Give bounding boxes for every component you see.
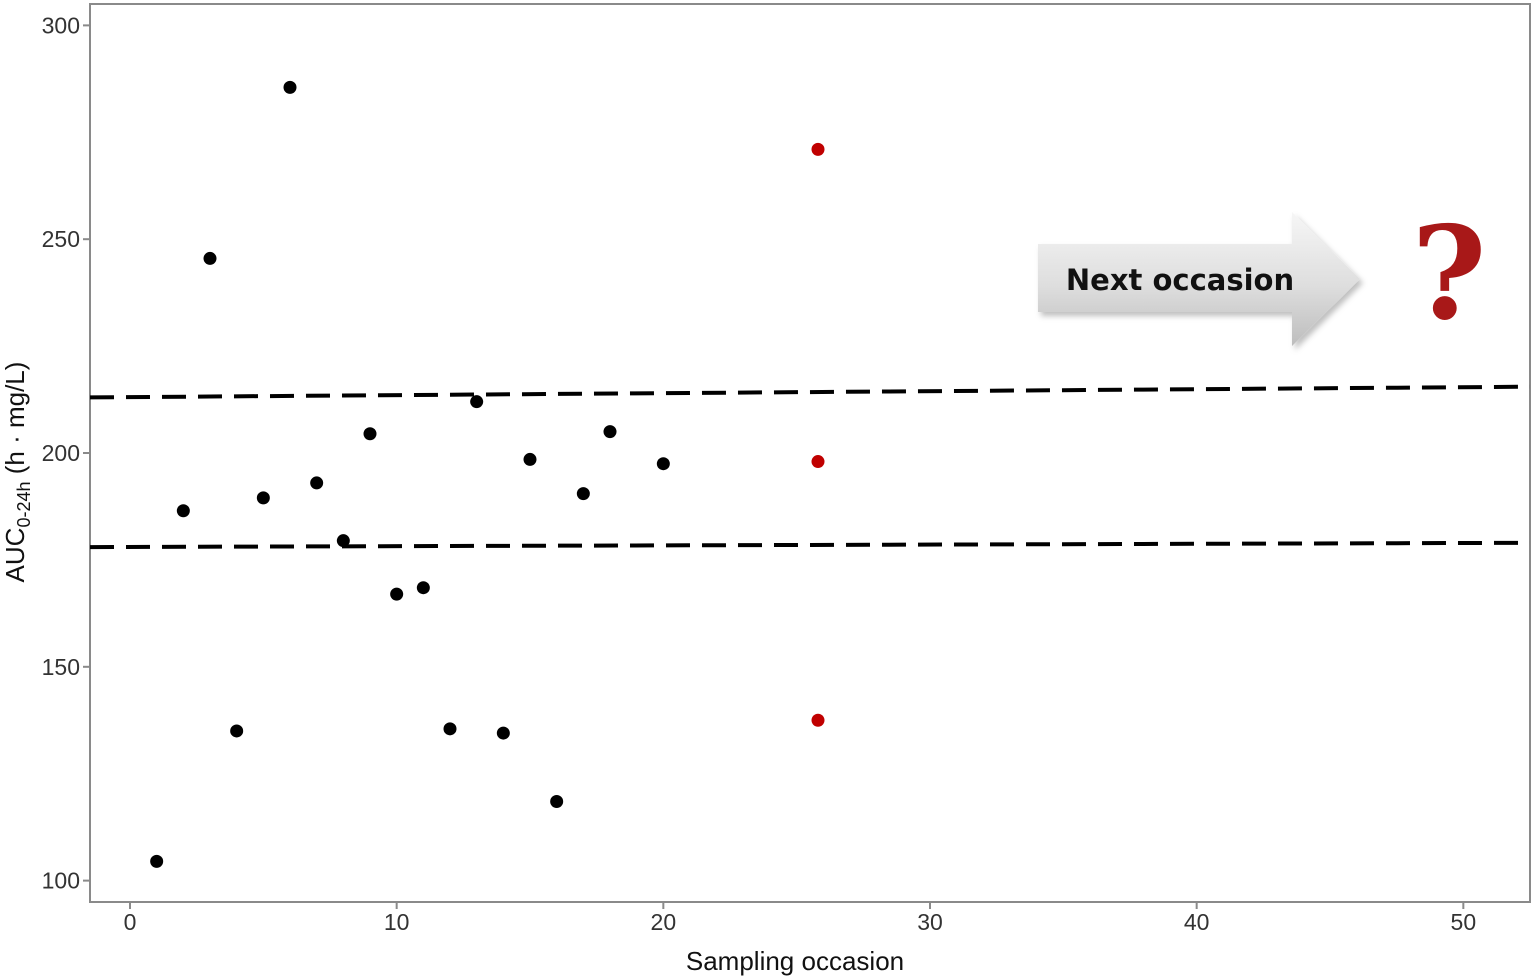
y-tick-label: 150 [42, 654, 80, 680]
data-point-red [811, 142, 825, 156]
y-tick-label: 250 [42, 226, 80, 252]
data-point-black [496, 726, 510, 740]
y-tick-label: 100 [42, 868, 80, 894]
data-point-black [256, 491, 270, 505]
x-tick-label: 10 [384, 909, 410, 935]
y-tick-label: 200 [42, 440, 80, 466]
data-point-black [203, 251, 217, 265]
data-point-black [576, 487, 590, 501]
y-axis-title: AUC0-24h (h · mg/L) [0, 362, 34, 583]
data-point-black [230, 724, 244, 738]
data-point-black [390, 587, 404, 601]
data-point-black [443, 722, 457, 736]
data-point-black [470, 395, 484, 409]
data-point-red [811, 713, 825, 727]
x-tick-label: 30 [917, 909, 943, 935]
data-point-black [416, 581, 430, 595]
data-point-black [523, 452, 537, 466]
data-point-black [283, 80, 297, 94]
data-point-black [603, 425, 617, 439]
data-point-black [336, 534, 350, 548]
next-occasion-label: Next occasion [1066, 263, 1294, 297]
data-point-black [150, 854, 164, 868]
x-tick-label: 0 [124, 909, 137, 935]
next-occasion-callout: Next occasion [1038, 212, 1360, 346]
reference-line [89, 540, 1531, 550]
reference-lines [89, 384, 1531, 550]
x-axis-title: Sampling occasion [686, 946, 904, 976]
x-tick-label: 20 [651, 909, 677, 935]
data-point-black [550, 795, 564, 809]
y-axis-title-subscript: 0-24h [14, 481, 34, 527]
data-points [150, 80, 825, 868]
x-axis: 0 10 20 30 40 50 [124, 902, 1477, 935]
next-occasion-arrow [1038, 212, 1360, 346]
question-mark: ? [1412, 199, 1487, 349]
y-tick-label: 300 [42, 12, 80, 38]
plot-panel-border [89, 3, 1531, 903]
reference-line [89, 384, 1531, 400]
data-point-black [363, 427, 377, 441]
data-point-black [656, 457, 670, 471]
data-point-black [176, 504, 190, 518]
y-axis: 100 150 200 250 300 [42, 12, 90, 894]
x-tick-label: 50 [1451, 909, 1477, 935]
y-axis-title-main: AUC [0, 528, 30, 583]
data-point-red [811, 455, 825, 469]
data-point-black [310, 476, 324, 490]
x-tick-label: 40 [1184, 909, 1210, 935]
y-axis-title-units: (h · mg/L) [0, 362, 30, 482]
